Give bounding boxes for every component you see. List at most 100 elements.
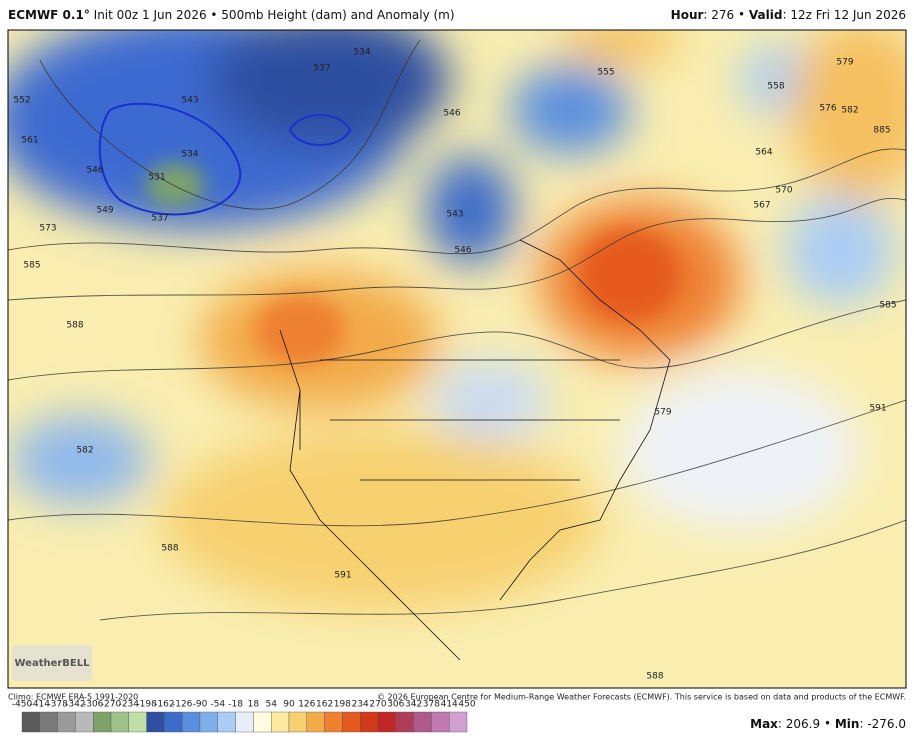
colorbar-swatch [324,711,343,733]
colorbar-swatch [110,711,129,733]
valid: 12z Fri 12 Jun 2026 [790,8,906,22]
colorbar-swatch [431,711,450,733]
contour-label: 564 [755,148,772,158]
hour-label: Hour [671,8,704,22]
max-min: Max: 206.9 • Min: -276.0 [750,717,906,731]
colorbar-tick: 198 [334,700,351,710]
colorbar-swatch [217,711,236,733]
contour-label: 582 [76,446,93,456]
contour-label: 555 [597,68,614,78]
max-label: Max [750,717,778,731]
colorbar-swatch [164,711,183,733]
map: 552 561 573 585 546 549 531 534 537 543 537 534 546 5… [8,30,906,688]
colorbar-swatch [235,711,254,733]
contour-label: 546 [86,166,103,176]
contour-label: 885 [873,126,890,136]
colorbar-swatch [57,711,76,733]
contour-label: 549 [96,206,113,216]
colorbar-tick: -90 [193,700,208,710]
colorbar-tick: 306 [387,700,404,710]
contour-label: 534 [353,48,370,58]
contour-label: 531 [148,173,165,183]
colorbar-tick: 162 [316,700,333,710]
contour-label: 558 [767,82,784,92]
colorbar-tick: -342 [65,700,85,710]
model: ECMWF 0.1° [8,8,90,22]
contour-labels: 552 561 573 585 546 549 531 534 537 543 537 534 546 5… [13,48,896,682]
colorbar-swatch [377,711,396,733]
contour-label: 573 [39,224,56,234]
colorbar-swatch [92,711,112,733]
colorbar-tick: -270 [101,700,122,710]
colorbar-swatch [39,711,58,733]
max: 206.9 [786,717,820,731]
contour-label: 585 [879,301,896,311]
colorbar: -450-414-378-342-306-270-234-198-162-126… [12,700,476,733]
contour-label: 546 [454,246,471,256]
contour-label: 585 [23,261,40,271]
contour-label: 591 [869,404,886,414]
colorbar-tick: 414 [441,700,458,710]
colorbar-tick: 18 [248,700,260,710]
min-label: Min [835,717,860,731]
contour-label: 537 [151,214,168,224]
contour-label: 567 [753,201,770,211]
contour-label: 543 [446,210,463,220]
contour-label: 588 [161,544,178,554]
min: -276.0 [867,717,906,731]
colorbar-swatch [449,711,468,733]
colorbar-swatch [146,711,165,733]
contour-label: 582 [841,106,858,116]
colorbar-swatch [181,711,201,733]
contour-label: 537 [313,64,330,74]
colorbar-swatch [271,711,290,733]
copyright: © 2026 European Centre for Medium-Range … [377,693,906,702]
contour-label: 579 [654,408,671,418]
contour-label: 546 [443,109,460,119]
colorbar-tick: -450 [12,700,33,710]
colorbar-swatch [75,711,94,733]
colorbar-swatch [21,711,40,733]
valid-label: Valid [749,8,783,22]
contour-label: 552 [13,96,30,106]
colorbar-swatch [199,711,218,733]
header: ECMWF 0.1° Init 00z 1 Jun 2026 • 500mb H… [8,8,455,22]
colorbar-swatch [128,711,147,733]
valid-info: Hour: 276 • Valid: 12z Fri 12 Jun 2026 [671,8,906,22]
colorbar-tick: 450 [458,700,475,710]
contour-label: 588 [646,672,663,682]
colorbar-tick: 378 [423,700,440,710]
colorbar-tick: 270 [369,700,386,710]
colorbar-tick: 342 [405,700,422,710]
contour-label: 579 [836,58,853,68]
colorbar-tick: -198 [136,700,157,710]
colorbar-tick: -18 [228,700,243,710]
colorbar-swatch [288,711,307,733]
colorbar-swatch [306,711,325,733]
contour-label: 561 [21,136,38,146]
contour-label: 576 [819,104,836,114]
colorbar-tick: -126 [172,700,193,710]
contour-label: 543 [181,96,198,106]
colorbar-tick: -414 [30,700,51,710]
colorbar-tick: 234 [352,700,369,710]
colorbar-swatch [342,711,361,733]
colorbar-tick: 90 [283,700,295,710]
climo: Climo: ECMWF ERA-5 1991-2020 [8,693,138,702]
title: Init 00z 1 Jun 2026 • 500mb Height (dam)… [94,8,455,22]
contour-label: 534 [181,150,198,160]
colorbar-tick: -234 [119,700,140,710]
contour-label: 570 [775,186,792,196]
colorbar-tick: 54 [265,700,277,710]
colorbar-swatch [253,711,272,733]
hour: 276 [711,8,734,22]
colorbar-tick: 126 [298,700,315,710]
colorbar-swatch [413,711,432,733]
colorbar-tick: -306 [83,700,104,710]
colorbar-tick: -162 [154,700,174,710]
logo: WeatherBELL [14,658,90,669]
colorbar-tick: -54 [210,700,225,710]
colorbar-swatch [360,711,379,733]
contour-label: 588 [66,321,83,331]
